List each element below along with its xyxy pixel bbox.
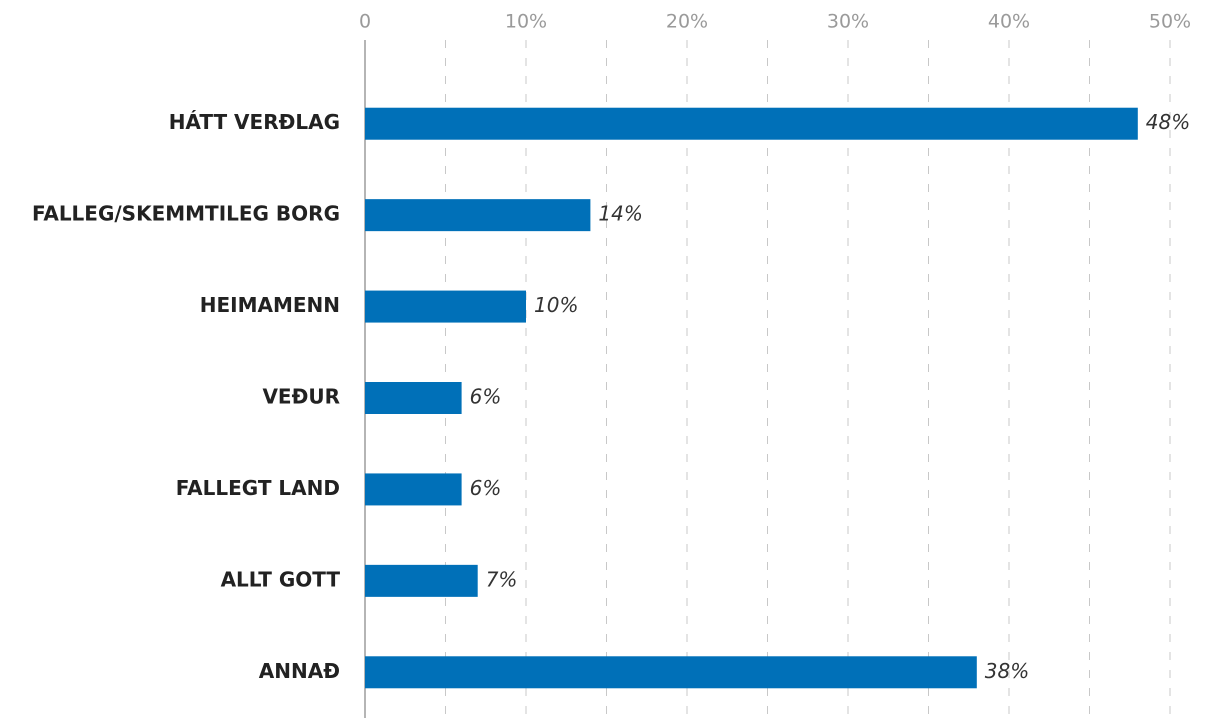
x-tick-label: 10% [505,11,547,33]
x-tick-label: 20% [666,11,708,33]
bar [365,382,462,414]
value-label: 7% [486,567,518,591]
bar [365,199,591,232]
value-label: 6% [470,476,502,500]
x-tick-label: 50% [1149,11,1191,33]
bar [365,107,1138,140]
bar [365,290,526,323]
x-tick-label: 40% [988,11,1030,33]
category-label: HEIMAMENN [200,293,340,317]
category-label: FALLEG/SKEMMTILEG BORG [32,202,340,226]
category-label: ANNAÐ [259,659,340,683]
value-label: 38% [985,659,1029,683]
category-label: ALLT GOTT [221,567,341,591]
category-label: VEÐUR [262,385,340,409]
x-tick-label: 0 [359,11,371,33]
bar [365,473,462,506]
value-label: 48% [1146,110,1190,134]
category-label: FALLEGT LAND [176,476,340,500]
bar [365,564,478,597]
x-tick-label: 30% [827,11,869,33]
value-label: 14% [598,202,642,226]
category-label: HÁTT VERÐLAG [169,110,340,134]
bar [365,656,977,689]
value-label: 6% [470,385,502,409]
value-label: 10% [534,293,578,317]
